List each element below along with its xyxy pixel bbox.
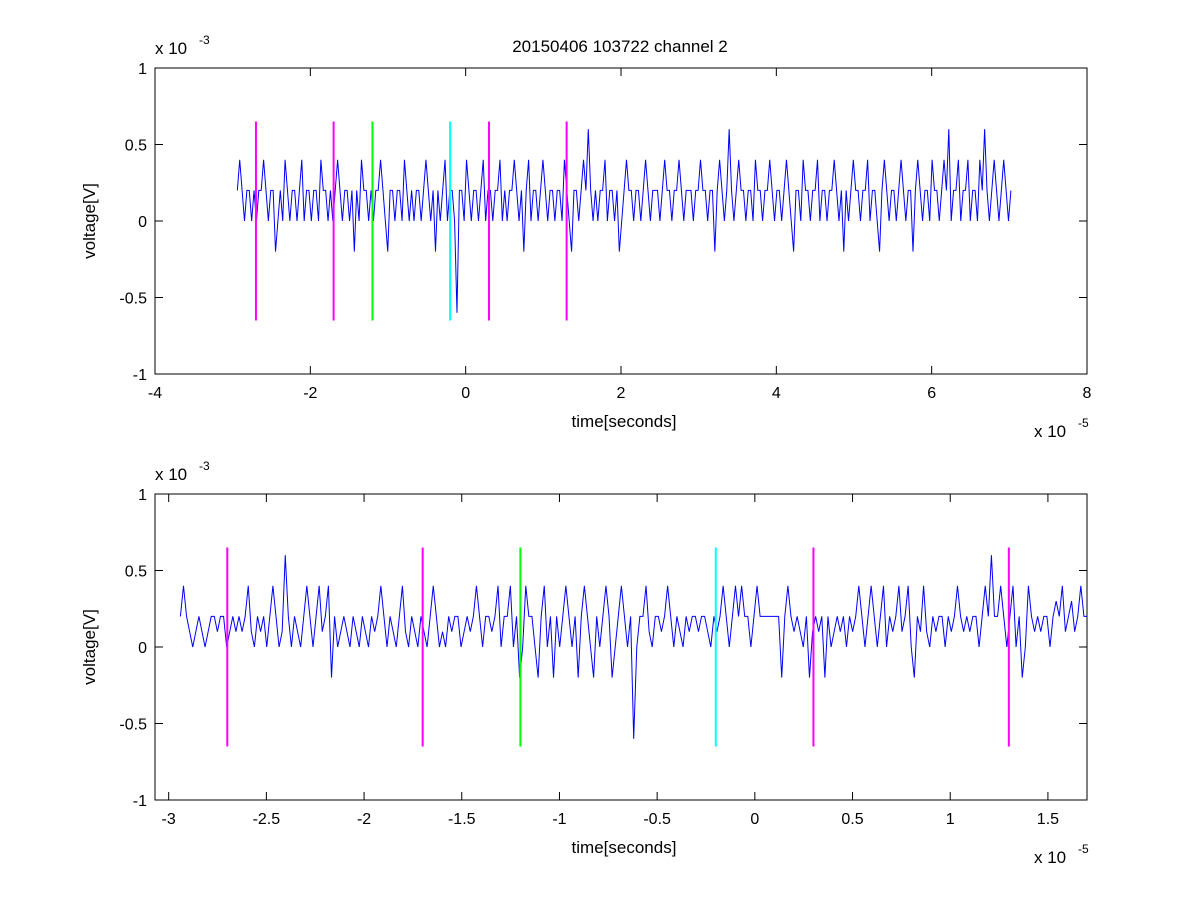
chart-0-x-tick-label: -4: [148, 385, 162, 402]
chart-1-y-exponent: -3: [199, 459, 210, 473]
bottom-panel: -3 -2.5 -2 -1.5 -1 -0.5 0 0.5 1 1.5 -1 -0.5 0 0.5 1 tim…: [80, 459, 1089, 867]
chart-1-x-exponent-label: x 10: [1034, 848, 1066, 867]
chart-1-y-axis-label: voltage[V]: [80, 609, 99, 685]
chart-1-axes-box: [154, 493, 1088, 801]
chart-1-x-axis-label: time[seconds]: [572, 838, 677, 857]
chart-0-x-tick-label: 2: [617, 385, 626, 402]
chart-0-y-tick-label: 1: [138, 61, 147, 78]
chart-1-x-tick-label: -1.5: [448, 811, 476, 828]
chart-0-signal-series: [236, 129, 1012, 313]
chart-1-y-exponent-label: x 10: [155, 465, 187, 484]
chart-1-signal-series: [179, 555, 1087, 739]
chart-0-x-exponent-label: x 10: [1034, 422, 1066, 441]
chart-1-x-tick-label: 1: [946, 811, 955, 828]
chart-0-y-tick-label: 0: [138, 214, 147, 231]
chart-1-x-tick-label: -2.5: [253, 811, 281, 828]
chart-0-y-tick-label: 0.5: [125, 138, 147, 155]
chart-0-axes-box: [154, 67, 1088, 375]
chart-0-x-tick-label: -2: [303, 385, 317, 402]
chart-0-x-tick-label: 8: [1083, 385, 1092, 402]
chart-0-x-tick-label: 6: [927, 385, 936, 402]
chart-0-x-tick-label: 0: [461, 385, 470, 402]
figure-title: 20150406 103722 channel 2: [512, 37, 728, 56]
chart-1-y-tick-label: 0.5: [125, 564, 147, 581]
top-panel: -4 -2 0 2 4 6 8 -1 -0.5 0 0.5 1 time[seconds] voltage…: [80, 33, 1092, 441]
chart-0-x-tick-label: 4: [772, 385, 781, 402]
chart-1-x-tick-label: -2: [357, 811, 371, 828]
chart-1-y-tick-label: -1: [133, 793, 147, 810]
chart-1-x-tick-label: 0: [750, 811, 759, 828]
chart-0-y-axis-label: voltage[V]: [80, 183, 99, 259]
chart-1-x-tick-label: -1: [552, 811, 566, 828]
chart-1-y-tick-label: 1: [138, 487, 147, 504]
chart-0-y-exponent-label: x 10: [155, 39, 187, 58]
chart-1-x-exponent: -5: [1078, 842, 1089, 856]
chart-1-x-tick-label: -0.5: [643, 811, 671, 828]
chart-0-y-tick-label: -1: [133, 367, 147, 384]
chart-1-y-tick-label: -0.5: [119, 717, 147, 734]
chart-1-x-tick-label: 0.5: [841, 811, 863, 828]
chart-0-y-exponent: -3: [199, 33, 210, 47]
chart-1-x-tick-label: 1.5: [1037, 811, 1059, 828]
chart-1-x-tick-label: -3: [162, 811, 176, 828]
chart-1-y-tick-label: 0: [138, 640, 147, 657]
chart-0-x-axis-label: time[seconds]: [572, 412, 677, 431]
chart-0-x-exponent: -5: [1078, 416, 1089, 430]
chart-0-y-tick-label: -0.5: [119, 291, 147, 308]
